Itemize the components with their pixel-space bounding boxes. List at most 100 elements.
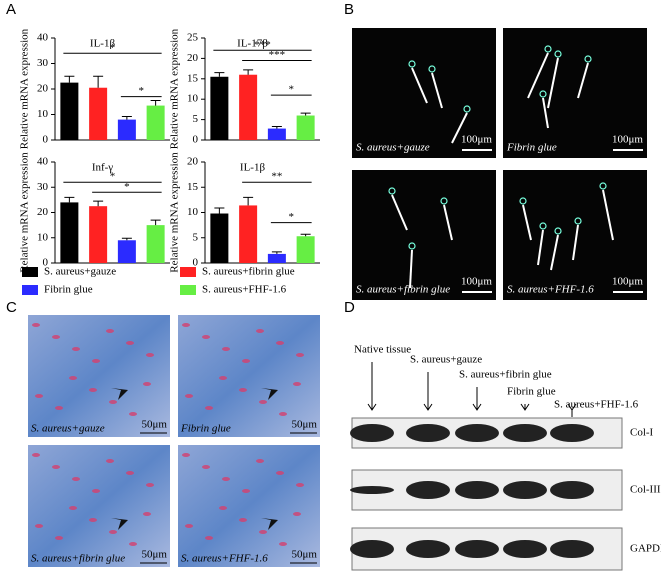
legend-label: S. aureus+fibrin glue (202, 266, 295, 278)
lane-label: S. aureus+gauze (410, 354, 482, 366)
scale-label: 50μm (292, 419, 318, 431)
tissue-cell (35, 394, 43, 398)
fluorescent-spot (584, 55, 592, 63)
tissue-cell (185, 394, 193, 398)
bar (239, 74, 258, 140)
tissue-cell (89, 518, 97, 522)
arrow (527, 52, 549, 99)
scale-label: 100μm (612, 134, 643, 146)
scale-label: 50μm (142, 549, 168, 561)
y-tick-label: 5 (193, 231, 199, 243)
fluorescence-image (352, 170, 496, 300)
tissue-cell (242, 359, 250, 363)
tissue-cell (205, 406, 213, 410)
blot-band (350, 424, 394, 442)
arrow (431, 72, 443, 109)
fluorescent-spot (539, 90, 547, 98)
tissue-cell (72, 477, 80, 481)
significance-label: *** (254, 39, 271, 51)
bar (267, 128, 286, 140)
y-tick-label: 10 (187, 93, 199, 105)
fluorescent-spot (440, 197, 448, 205)
arrow (520, 403, 530, 411)
histology-image (28, 315, 170, 437)
fluorescent-spot (544, 45, 552, 53)
bar (117, 240, 136, 263)
image-label: S. aureus+FHF-1.6 (181, 553, 268, 565)
significance-label: * (289, 211, 295, 223)
error-bar (150, 219, 161, 226)
error-bar (93, 200, 104, 207)
image-label: S. aureus+gauze (31, 423, 105, 435)
blot-band (455, 540, 499, 558)
tissue-cell (69, 376, 77, 380)
blot-band (550, 424, 594, 442)
significance-label: ** (271, 171, 282, 183)
fluorescent-spot (554, 50, 562, 58)
blot-band (350, 486, 394, 494)
arrow (602, 189, 614, 241)
tissue-cell (222, 477, 230, 481)
fluorescent-spot (463, 105, 471, 113)
y-tick-label: 15 (187, 181, 199, 193)
tissue-cell (146, 353, 154, 357)
arrow (542, 97, 549, 129)
panel-letter: A (6, 1, 16, 18)
tissue-cell (222, 347, 230, 351)
error-bar (214, 72, 225, 77)
legend-swatch (22, 267, 38, 277)
blot-band (406, 424, 450, 442)
scale-label: 50μm (142, 419, 168, 431)
fluorescent-spot (408, 60, 416, 68)
tissue-cell (202, 335, 210, 339)
significance-label: * (110, 42, 116, 54)
y-tick-label: 0 (43, 134, 49, 146)
tissue-cell (126, 471, 134, 475)
fluorescent-spot (574, 217, 582, 225)
arrow (472, 387, 482, 411)
tissue-cell (296, 353, 304, 357)
tissue-cell (69, 506, 77, 510)
tissue-cell (89, 388, 97, 392)
arrow (577, 62, 589, 99)
y-tick-label: 30 (37, 57, 49, 69)
tissue-cell (109, 530, 117, 534)
significance-label: *** (269, 49, 286, 61)
arrow (547, 57, 559, 109)
bar (239, 205, 258, 263)
tissue-cell (35, 524, 43, 528)
tissue-cell (276, 471, 284, 475)
y-tick-label: 0 (193, 257, 199, 269)
tissue-cell (146, 483, 154, 487)
y-tick-label: 40 (37, 32, 49, 44)
y-tick-label: 10 (37, 108, 49, 120)
error-bar (121, 116, 132, 120)
fluorescence-image (352, 28, 496, 158)
error-bar (271, 126, 282, 129)
y-tick-label: 20 (37, 206, 49, 218)
significance-label: * (289, 84, 295, 96)
tissue-cell (52, 335, 60, 339)
y-tick-label: 20 (187, 156, 199, 168)
y-tick-label: 30 (37, 181, 49, 193)
tissue-cell (129, 542, 137, 546)
tissue-cell (296, 483, 304, 487)
chart-title: IL-1β (240, 162, 266, 174)
y-axis-label: Relative mRNA expression (169, 28, 181, 149)
legend-swatch (22, 285, 38, 295)
image-label: S. aureus+gauze (356, 142, 430, 154)
arrow (411, 67, 428, 104)
tissue-cell (205, 536, 213, 540)
tissue-cell (219, 376, 227, 380)
arrow (550, 234, 559, 271)
tissue-cell (239, 388, 247, 392)
tissue-cell (143, 512, 151, 516)
error-bar (214, 207, 225, 214)
fluorescent-spot (554, 227, 562, 235)
tissue-cell (279, 412, 287, 416)
y-axis-label: Relative mRNA expression (19, 152, 31, 273)
bar (146, 105, 165, 140)
lane-label: S. aureus+fibrin glue (459, 369, 552, 381)
chart-title: IL-1β (90, 38, 116, 50)
